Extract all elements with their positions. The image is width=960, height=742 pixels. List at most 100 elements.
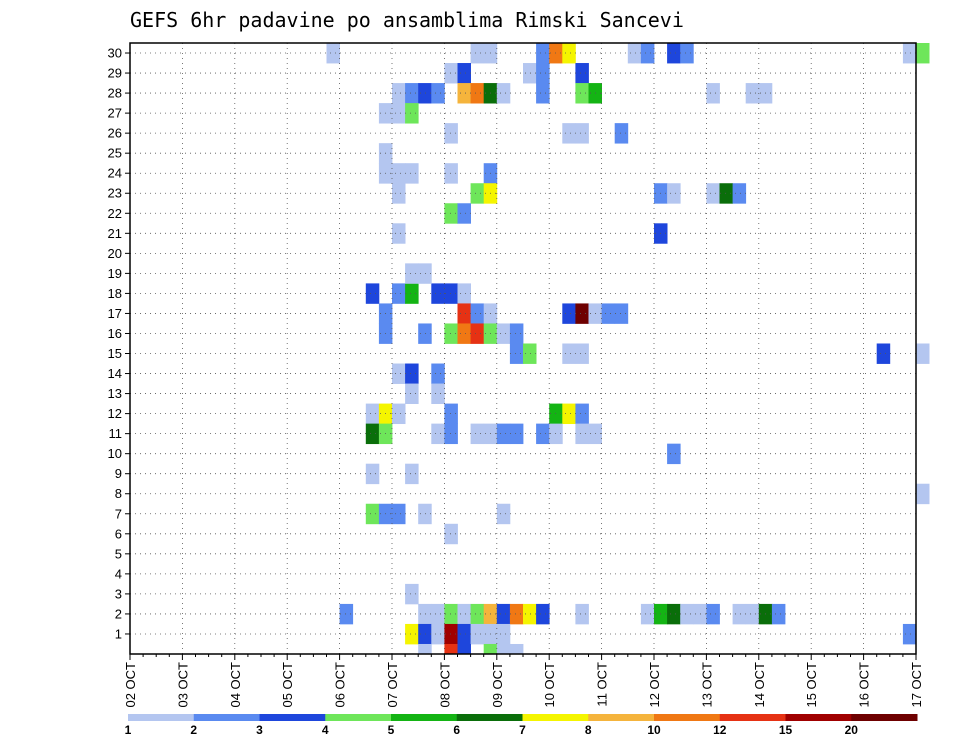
heatmap-cell	[444, 163, 458, 184]
y-tick-label: 1	[115, 626, 122, 641]
heatmap-cell	[771, 603, 786, 625]
heatmap-cell	[431, 83, 445, 104]
heatmap-cell	[457, 203, 471, 224]
heatmap-cell	[418, 503, 432, 525]
y-tick-label: 7	[115, 506, 122, 521]
heatmap-cell	[732, 183, 747, 204]
heatmap-cell	[496, 83, 511, 104]
y-tick-label: 8	[115, 486, 122, 501]
heatmap-cell	[575, 403, 589, 425]
heatmap-cells	[326, 43, 930, 655]
heatmap-cell	[575, 603, 589, 625]
heatmap-cell	[444, 523, 458, 545]
heatmap-cell	[392, 363, 406, 384]
legend-label: 7	[519, 723, 526, 737]
heatmap-cell	[431, 603, 445, 625]
heatmap-cell	[667, 603, 681, 625]
heatmap-cell	[444, 423, 458, 445]
y-tick-label: 17	[108, 306, 122, 321]
x-tick-label: 04 OCT	[228, 662, 243, 708]
heatmap-cell	[575, 83, 589, 104]
heatmap-cell	[575, 123, 589, 144]
heatmap-cell	[405, 163, 419, 184]
heatmap-cell	[523, 603, 537, 625]
heatmap-cell	[575, 343, 589, 364]
heatmap-cell	[392, 103, 406, 124]
heatmap-cell	[392, 163, 406, 184]
heatmap-cell	[745, 83, 760, 104]
legend-label: 4	[322, 723, 329, 737]
heatmap-cell	[470, 423, 485, 445]
heatmap-cell	[326, 43, 340, 64]
heatmap-cell	[457, 303, 471, 324]
heatmap-cell	[509, 423, 524, 445]
heatmap-cell	[902, 43, 917, 64]
x-tick-label: 15 OCT	[804, 662, 819, 708]
heatmap-cell	[667, 183, 681, 204]
y-tick-label: 9	[115, 466, 122, 481]
heatmap-cell	[523, 343, 537, 364]
x-tick-label: 13 OCT	[699, 662, 714, 708]
y-tick-label: 15	[108, 346, 122, 361]
heatmap-cell	[431, 623, 445, 645]
heatmap-cell	[457, 603, 471, 625]
heatmap-cell	[732, 603, 747, 625]
legend-swatch	[522, 714, 589, 721]
x-tick-label: 06 OCT	[333, 662, 348, 708]
heatmap-cell	[536, 63, 550, 84]
heatmap-cell	[496, 623, 511, 645]
heatmap-cell	[575, 63, 589, 84]
heatmap-cell	[706, 83, 720, 104]
heatmap-cell	[627, 43, 642, 64]
x-tick-label: 10 OCT	[542, 662, 557, 708]
chart-title: GEFS 6hr padavine po ansamblima Rimski S…	[130, 8, 684, 32]
color-legend: 1 2 3 4 5 6 7 8 10 12 15 20	[125, 714, 918, 737]
legend-label: 15	[779, 723, 793, 737]
heatmap-cell	[614, 303, 629, 324]
heatmap-cell	[745, 603, 760, 625]
heatmap-cell	[536, 83, 550, 104]
heatmap-cell	[470, 603, 485, 625]
heatmap-cell	[667, 443, 681, 465]
heatmap-cell	[496, 503, 511, 525]
y-tick-label: 26	[108, 126, 122, 141]
heatmap-cell	[536, 423, 550, 445]
heatmap-cell	[509, 343, 524, 364]
heatmap-cell	[405, 363, 419, 384]
heatmap-cell	[405, 623, 419, 645]
heatmap-cell	[562, 343, 576, 364]
x-tick-label: 09 OCT	[490, 662, 505, 708]
heatmap-cell	[405, 463, 419, 485]
heatmap-cell	[418, 643, 432, 655]
x-tick-label: 05 OCT	[280, 662, 295, 708]
heatmap-cell	[418, 263, 432, 284]
heatmap-cell	[444, 63, 458, 84]
heatmap-cell	[431, 383, 445, 404]
heatmap-cell	[536, 603, 550, 625]
heatmap-cell	[902, 623, 917, 645]
y-tick-label: 20	[108, 246, 122, 261]
heatmap-cell	[457, 283, 471, 304]
y-tick-label: 6	[115, 526, 122, 541]
heatmap-cell	[444, 603, 458, 625]
y-tick-label: 10	[108, 446, 122, 461]
x-axis: 02 OCT 03 OCT 04 OCT 05 OCT 06 OCT 07 OCT 08 O…	[123, 654, 924, 708]
heatmap-cell	[470, 323, 485, 344]
heatmap-cell	[523, 63, 537, 84]
heatmap-cell	[405, 283, 419, 304]
heatmap-cell	[444, 623, 458, 645]
heatmap-cell	[470, 43, 485, 64]
y-tick-label: 18	[108, 286, 122, 301]
heatmap-cell	[431, 283, 445, 304]
legend-label: 8	[585, 723, 592, 737]
heatmap-cell	[470, 83, 485, 104]
y-tick-label: 5	[115, 546, 122, 561]
y-axis: 1234567891011121314151617181920212223242…	[108, 46, 130, 641]
legend-label: 6	[453, 723, 460, 737]
heatmap-cell	[509, 643, 524, 655]
heatmap-cell	[418, 623, 432, 645]
heatmap-cell	[509, 603, 524, 625]
heatmap-cell	[392, 283, 406, 304]
heatmap-cell	[640, 603, 655, 625]
